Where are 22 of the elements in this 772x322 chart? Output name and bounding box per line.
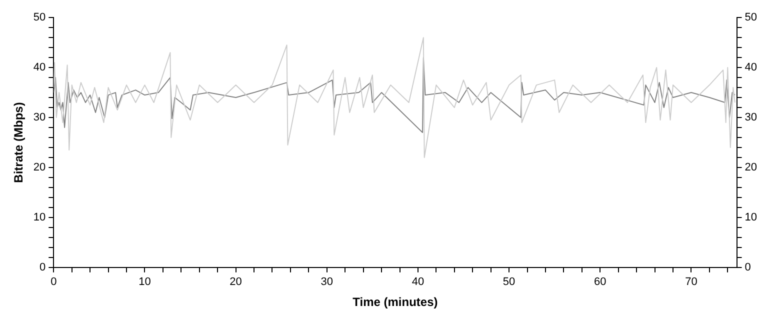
x-tick-label: 10 [138,276,151,288]
x-tick-label: 30 [320,276,334,288]
y-tick-label: 50 [33,12,46,24]
x-tick-label: 60 [594,276,606,288]
y-tick-label: 20 [33,162,46,174]
x-axis-title: Time (minutes) [352,295,438,310]
y-axis-title: Bitrate (Mbps) [12,102,26,183]
y-tick-label: 40 [33,62,46,74]
y2-tick-label: 50 [744,12,758,24]
y2-tick-label: 40 [744,62,758,74]
y2-tick-label: 0 [744,261,751,274]
y2-tick-label: 30 [744,112,758,124]
y-tick-label: 10 [33,211,46,224]
x-tick-label: 20 [230,276,242,288]
y-tick-label: 0 [40,261,46,274]
x-tick-label: 0 [50,276,57,288]
x-tick-label: 40 [412,276,424,288]
x-tick-label: 50 [502,276,516,288]
y-tick-label: 30 [33,112,46,124]
y2-tick-label: 20 [744,162,758,174]
x-tick-label: 70 [685,276,698,288]
y2-tick-label: 10 [744,211,758,224]
